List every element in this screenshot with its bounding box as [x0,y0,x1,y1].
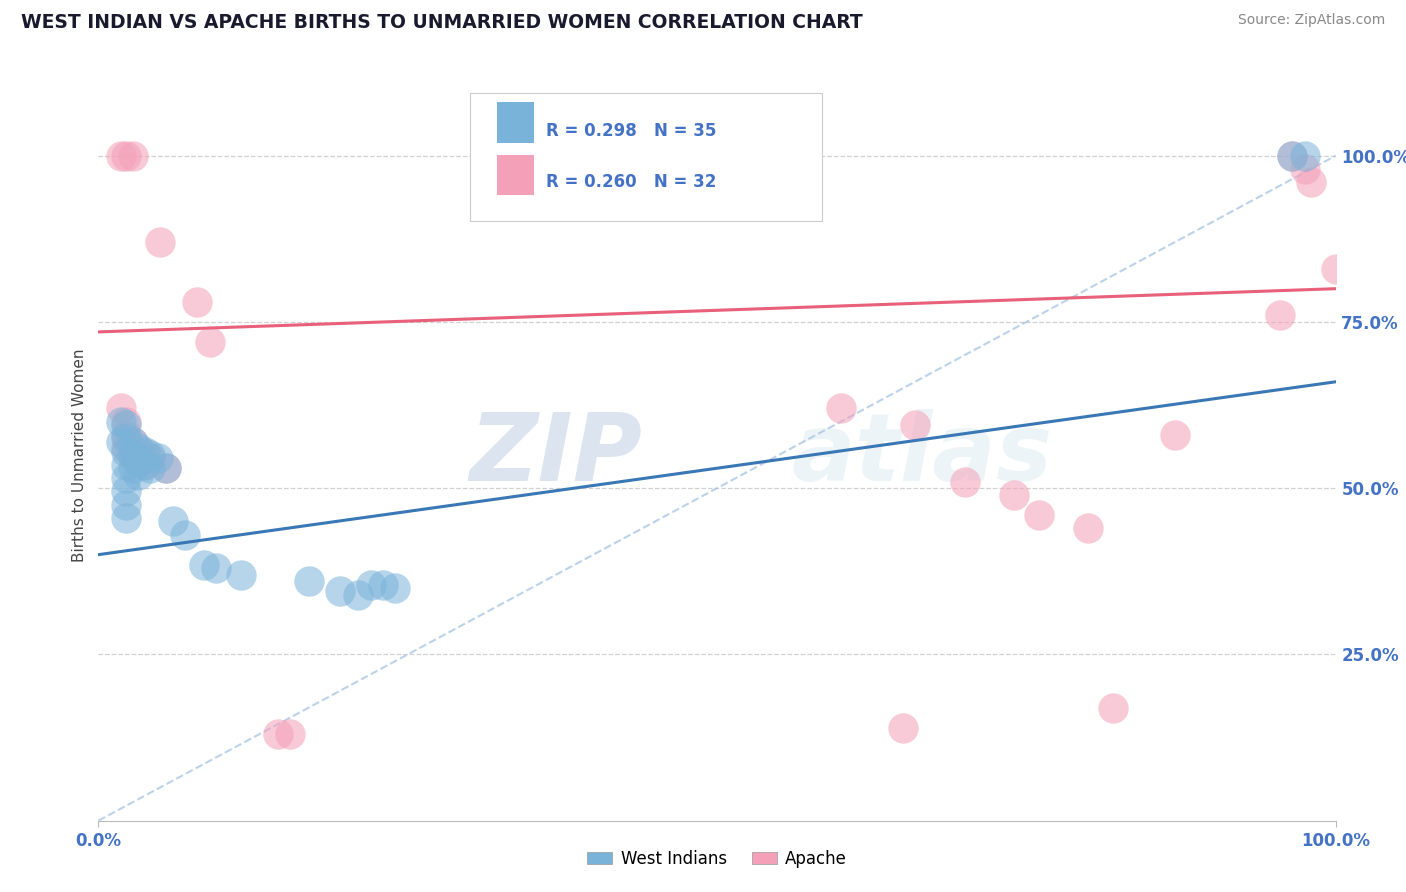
Point [205,561,228,575]
Point [1324,261,1347,276]
Point [1294,161,1316,176]
Point [139,461,162,475]
Point [155,461,177,475]
Point [127,454,149,468]
Point [360,577,382,591]
Point [278,727,301,741]
Text: atlas: atlas [792,409,1053,501]
Point [1281,149,1303,163]
Point [371,577,394,591]
Point [127,442,149,456]
Point [830,401,852,416]
Legend: West Indians, Apache: West Indians, Apache [581,843,853,874]
FancyBboxPatch shape [496,103,534,143]
Point [1281,149,1303,163]
Point [131,458,153,472]
Point [198,334,221,349]
Point [122,434,145,449]
Point [1299,175,1322,189]
Point [114,415,136,429]
Point [146,451,169,466]
Point [122,149,145,163]
FancyBboxPatch shape [470,93,823,221]
Point [110,434,132,449]
Point [114,431,136,445]
Point [174,527,197,541]
Point [329,584,352,599]
Point [110,149,132,163]
Point [384,581,406,595]
Point [298,574,321,589]
Point [1268,308,1291,322]
Point [139,448,162,462]
Point [1077,521,1099,535]
Text: WEST INDIAN VS APACHE BIRTHS TO UNMARRIED WOMEN CORRELATION CHART: WEST INDIAN VS APACHE BIRTHS TO UNMARRIE… [21,13,863,32]
Point [114,498,136,512]
Point [267,727,290,741]
FancyBboxPatch shape [496,155,534,195]
Point [134,444,156,458]
Point [114,484,136,499]
Point [114,458,136,472]
Point [114,471,136,485]
Text: Source: ZipAtlas.com: Source: ZipAtlas.com [1237,13,1385,28]
Text: R = 0.298   N = 35: R = 0.298 N = 35 [547,122,717,140]
Text: R = 0.260   N = 32: R = 0.260 N = 32 [547,173,717,191]
Point [114,511,136,525]
Point [162,515,184,529]
Text: ZIP: ZIP [470,409,643,501]
Point [193,558,215,572]
Point [1002,488,1025,502]
Point [110,415,132,429]
Point [114,428,136,442]
Point [114,417,136,432]
Point [114,444,136,458]
Point [122,461,145,475]
Point [127,467,149,482]
Point [1102,700,1125,714]
Point [131,444,153,458]
Point [114,149,136,163]
Point [1294,149,1316,163]
Point [1164,428,1187,442]
Point [347,588,370,602]
Point [139,451,162,466]
Point [134,458,156,472]
Y-axis label: Births to Unmarried Women: Births to Unmarried Women [72,348,87,562]
Point [891,721,914,735]
Point [110,401,132,416]
Point [122,448,145,462]
Point [122,434,145,449]
Point [229,567,252,582]
Point [122,448,145,462]
Point [953,475,976,489]
Point [155,461,177,475]
Point [149,235,172,249]
Point [1028,508,1050,522]
Point [114,442,136,456]
Point [186,295,208,310]
Point [904,417,927,432]
